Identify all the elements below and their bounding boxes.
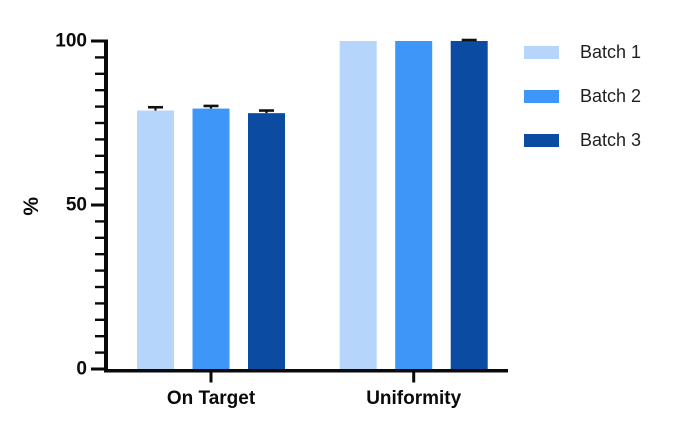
legend: Batch 1 Batch 2 Batch 3 [524,42,642,178]
bar-batch2-on-target [192,108,230,370]
x-category-label: On Target [167,388,256,409]
y-tick-label-50: 50 [66,195,87,216]
legend-swatch-batch-2 [524,90,559,103]
legend-swatch-batch-3 [524,134,559,147]
legend-swatch-batch-1 [524,46,559,59]
x-category-label: Uniformity [366,388,461,409]
bar-batch2-uniformity [395,41,433,369]
y-tick-label-100: 100 [55,31,87,52]
y-tick-label-0: 0 [76,359,87,380]
legend-label: Batch 1 [580,42,642,62]
bar-batch1-uniformity [339,41,377,369]
legend-item-batch-1: Batch 1 [524,42,642,62]
legend-item-batch-2: Batch 2 [524,86,642,106]
bar-batch3-on-target [248,113,285,369]
bar-batch3-uniformity [450,41,488,369]
legend-label: Batch 2 [580,86,642,106]
y-axis-title: % [20,196,43,216]
legend-label: Batch 3 [580,130,642,150]
bar-batch1-on-target [137,110,174,369]
legend-item-batch-3: Batch 3 [524,130,642,150]
